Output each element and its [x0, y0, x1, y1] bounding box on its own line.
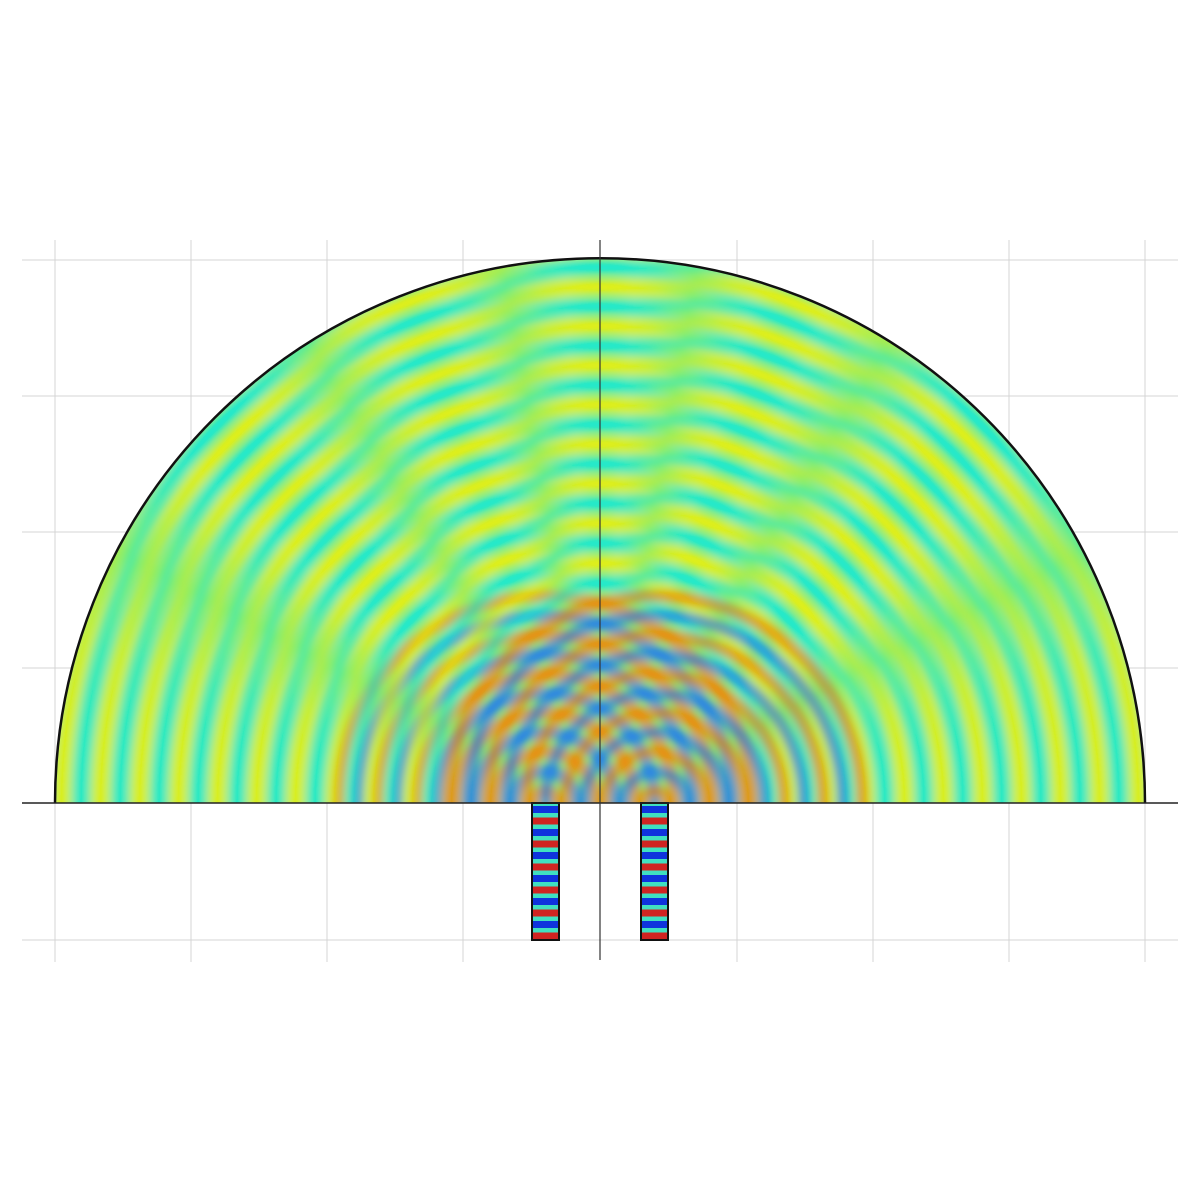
wave-ring [331, 589, 759, 803]
wave-ring [578, 726, 732, 803]
wave-ring [55, 297, 1051, 803]
slit-background [641, 803, 668, 940]
wave-ring [422, 570, 888, 803]
wave-ring [383, 531, 927, 803]
wave-ring [617, 765, 693, 803]
wave-ring [344, 492, 966, 803]
wave-rings [55, 258, 1145, 803]
wave-ring [285, 433, 1025, 803]
wave-ring [188, 336, 1122, 803]
wave-ring [597, 745, 713, 803]
slit-band [532, 829, 559, 836]
slit-band [641, 932, 668, 940]
slit-band [532, 909, 559, 917]
slit-band [532, 921, 559, 928]
wave-ring [168, 316, 1142, 803]
slit [532, 803, 559, 940]
wave-ring [636, 784, 674, 803]
wave-ring [448, 706, 642, 803]
slit-band [532, 806, 559, 813]
slit-band [532, 840, 559, 848]
wave-ring [539, 687, 771, 803]
slit-band [641, 875, 668, 882]
slit [641, 803, 668, 940]
wave-ring [149, 297, 1145, 803]
slit-band [641, 829, 668, 836]
slits [531, 802, 669, 941]
slit-band [532, 898, 559, 905]
wave-ring [110, 258, 1145, 803]
slit-band [641, 863, 668, 871]
slit-band [532, 863, 559, 871]
slit-band [641, 852, 668, 859]
slit-band [532, 932, 559, 940]
slit-band [641, 898, 668, 905]
slit-band [641, 886, 668, 894]
wave-ring [246, 394, 1064, 803]
wave-ring [55, 258, 1090, 803]
wave-ring [402, 550, 908, 803]
wave-ring [441, 589, 869, 803]
wave-ring [351, 609, 739, 803]
wave-ring [461, 609, 849, 803]
wave-ring [429, 687, 661, 803]
wave-ring [370, 628, 720, 803]
wave-ring [58, 316, 1032, 803]
wave-ring [500, 648, 810, 803]
wave-ring [487, 745, 603, 803]
wave-ring [78, 336, 1012, 803]
slit-band [532, 875, 559, 882]
wave-ring [305, 453, 1005, 803]
slit-band [532, 852, 559, 859]
slit-band [532, 886, 559, 894]
slit-band [641, 840, 668, 848]
wave-ring [363, 511, 947, 803]
slit-band [641, 921, 668, 928]
wave-ring [266, 414, 1044, 803]
slit-band [641, 817, 668, 825]
slit-band [641, 806, 668, 813]
slit-band [532, 817, 559, 825]
wave-ring [519, 667, 791, 803]
wave-ring [55, 277, 1071, 803]
wave-ring [227, 375, 1083, 803]
wave-ring [558, 706, 752, 803]
wave-ring [129, 277, 1145, 803]
wave-ring [324, 472, 986, 803]
slit-background [532, 803, 559, 940]
wave-ring [207, 355, 1103, 803]
slit-band [641, 909, 668, 917]
wave-ring [480, 628, 830, 803]
